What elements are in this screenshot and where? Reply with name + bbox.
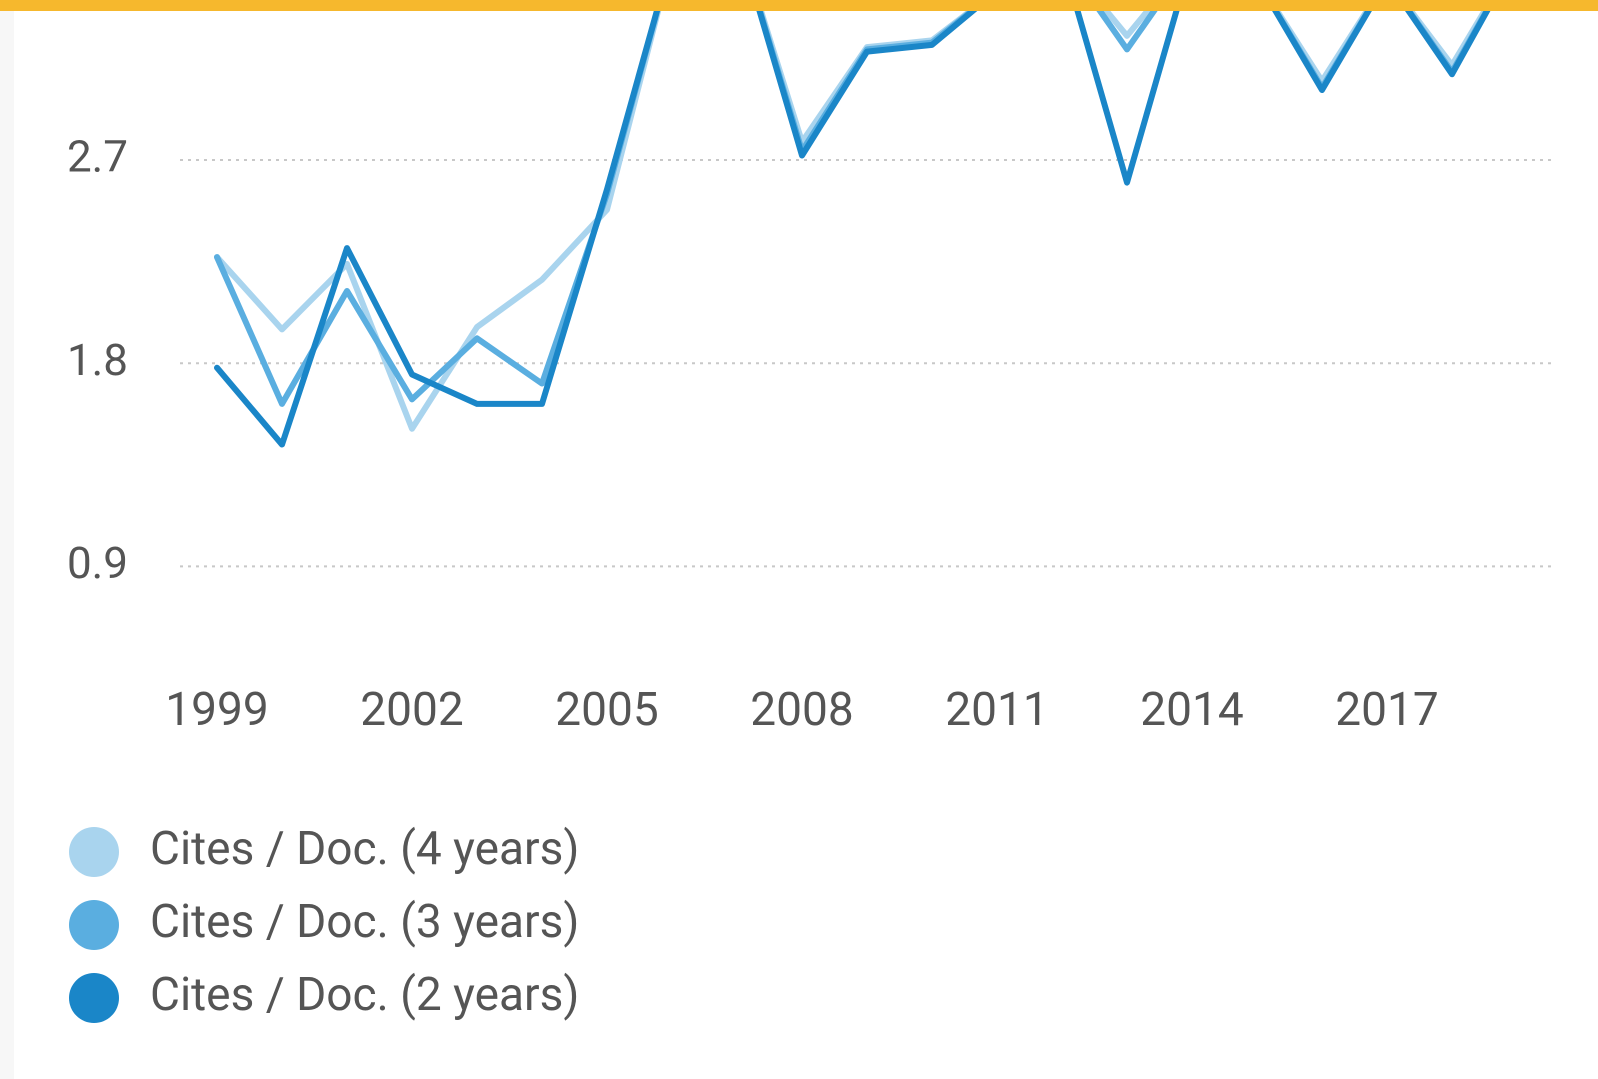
legend-swatch [69,900,119,950]
series-line [214,11,1488,432]
labels: 0.9 1.8 2.7 1999 2002 2005 2008 2011 2014 2017 Cit… [67,131,1439,1023]
legend-label: Cites / Doc. (4 years) [150,822,579,876]
series-line [214,11,1490,407]
x-tick-label: 2008 [750,683,853,737]
x-tick-label: 2017 [1335,683,1438,737]
x-tick-label: 2011 [945,683,1048,737]
series-line [214,11,1491,448]
y-tick-label: 1.8 [67,334,128,386]
top-bar [0,0,1598,11]
x-tick-label: 2014 [1140,683,1243,737]
x-tick-label: 2002 [360,683,463,737]
lines [214,11,1491,448]
legend-swatch [69,827,119,877]
y-tick-label: 2.7 [67,131,128,183]
x-tick-label: 2005 [555,683,658,737]
left-edge [0,0,14,1079]
legend-label: Cites / Doc. (3 years) [150,895,579,949]
x-tick-label: 1999 [165,683,268,737]
y-tick-label: 0.9 [67,537,128,589]
legend-swatch [69,973,119,1023]
legend-label: Cites / Doc. (2 years) [150,968,579,1022]
